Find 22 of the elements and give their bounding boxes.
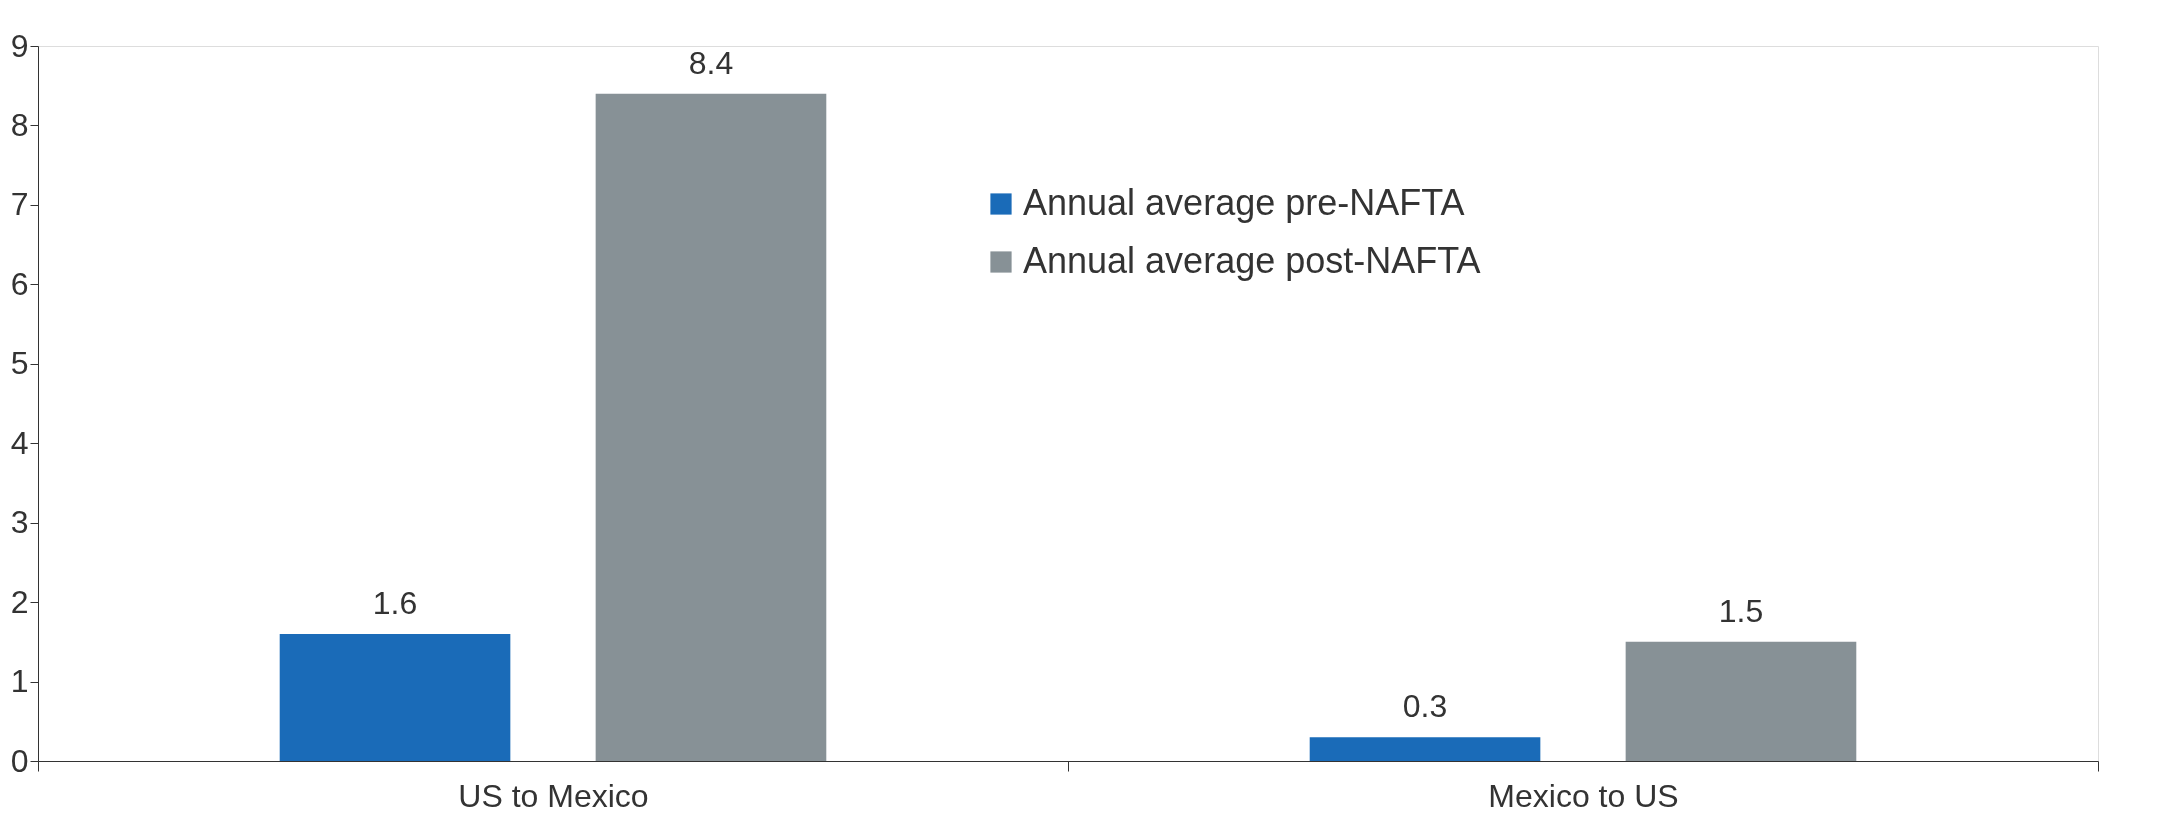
y-tick-label: 6 xyxy=(10,265,29,302)
data-label: 1.5 xyxy=(1718,592,1764,629)
data-label: 0.3 xyxy=(1402,688,1448,725)
data-label: 1.6 xyxy=(372,584,418,621)
y-tick-label: 3 xyxy=(10,504,29,541)
y-tick-label: 9 xyxy=(10,27,29,64)
bar xyxy=(1625,641,1857,761)
legend-label: Annual average pre-NAFTA xyxy=(1023,182,1465,223)
x-tick-label: Mexico to US xyxy=(1488,777,1679,814)
bar xyxy=(1309,737,1541,761)
y-tick-label: 2 xyxy=(10,583,29,620)
y-tick-label: 7 xyxy=(10,186,29,223)
bar xyxy=(595,93,827,761)
bar xyxy=(279,633,511,761)
y-tick-label: 0 xyxy=(10,742,29,779)
x-tick-label: US to Mexico xyxy=(458,777,649,814)
data-label: 8.4 xyxy=(688,44,734,81)
y-tick-label: 1 xyxy=(10,663,29,700)
y-tick-label: 8 xyxy=(10,106,29,143)
legend-label: Annual average post-NAFTA xyxy=(1023,240,1481,281)
y-tick-label: 5 xyxy=(10,345,29,382)
y-tick-label: 4 xyxy=(10,424,29,461)
